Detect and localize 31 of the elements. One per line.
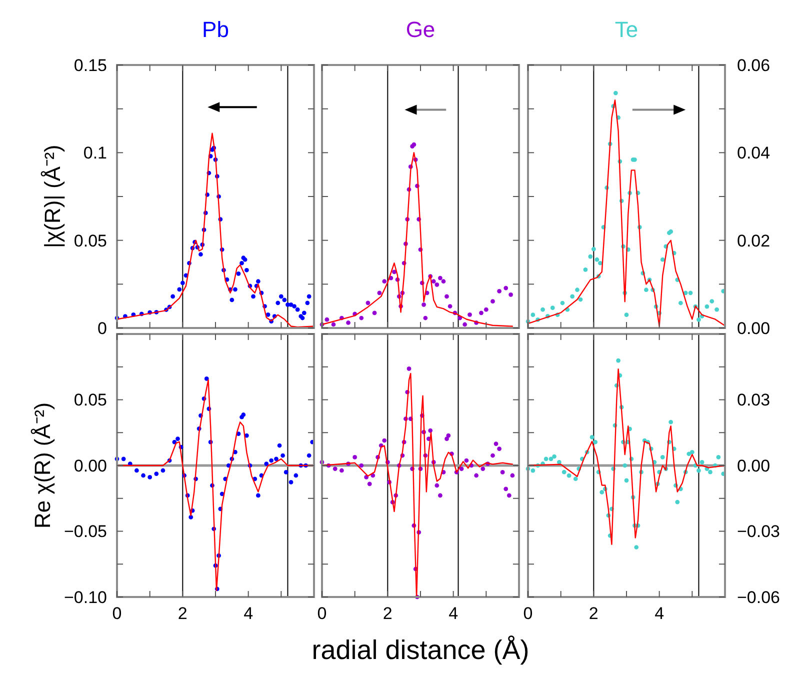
x-tick-label: 4 <box>244 604 254 623</box>
y2-tick-label: 0.06 <box>737 56 770 75</box>
x-tick-label: 2 <box>588 604 598 623</box>
x-tick-label: 4 <box>654 604 664 623</box>
y-axis-title: |χ(R)| (Å⁻²) <box>40 144 65 248</box>
y2-tick-label: 0.00 <box>737 318 770 338</box>
y2-tick-label: 0.04 <box>737 144 770 163</box>
x-axis-title: radial distance (Å) <box>312 635 530 665</box>
y2-tick-label: 0.03 <box>737 390 770 410</box>
chart-title: Ge <box>406 17 436 42</box>
y-tick-label: 0 <box>98 318 107 338</box>
y2-tick-label: 0.02 <box>737 231 770 250</box>
y-tick-label: −0.10 <box>64 588 107 607</box>
y-tick-label: 0.00 <box>74 456 107 476</box>
y-tick-label: −0.05 <box>64 522 107 542</box>
y-tick-label: 0.05 <box>74 390 107 410</box>
chart-title: Pb <box>202 17 229 42</box>
y2-tick-label: −0.06 <box>737 588 780 607</box>
y2-tick-label: 0.00 <box>737 456 770 476</box>
y-tick-label: 0.1 <box>83 144 107 163</box>
x-tick-label: 0 <box>523 604 533 623</box>
x-tick-label: 2 <box>382 604 392 623</box>
x-tick-label: 0 <box>317 604 327 623</box>
x-tick-label: 2 <box>178 604 188 623</box>
y-axis-title: Re χ(R) (Å⁻²) <box>30 402 55 529</box>
x-tick-label: 0 <box>112 604 122 623</box>
x-tick-label: 4 <box>448 604 458 623</box>
y2-tick-label: −0.03 <box>737 522 780 542</box>
chart-title: Te <box>614 17 638 42</box>
y-tick-label: 0.05 <box>74 231 107 250</box>
y-tick-label: 0.15 <box>74 56 107 75</box>
